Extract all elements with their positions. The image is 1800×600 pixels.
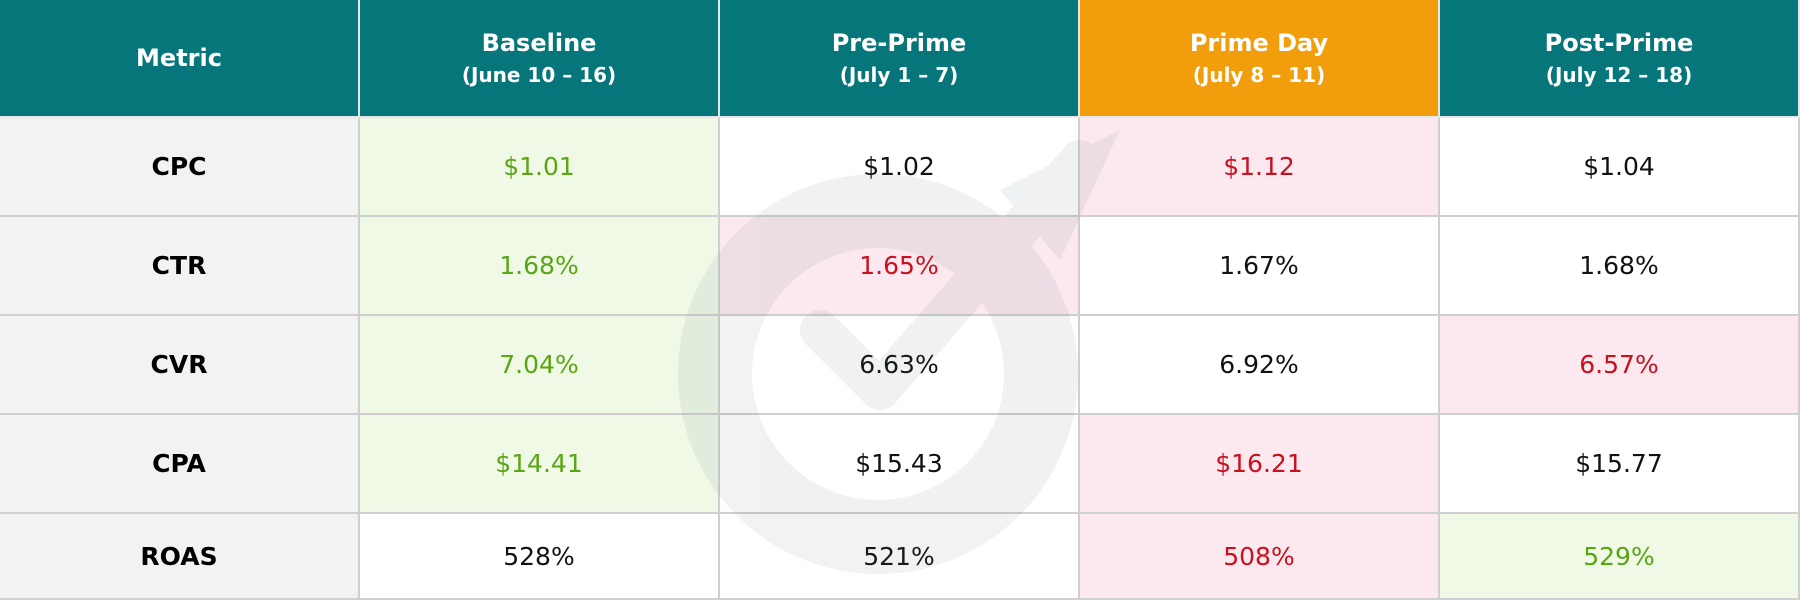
header-cell: Prime Day (July 8 – 11) bbox=[1080, 0, 1440, 118]
header-subtitle: (July 12 – 18) bbox=[1545, 63, 1693, 87]
value-cell: 6.57% bbox=[1440, 316, 1800, 415]
value-cell: $14.41 bbox=[360, 415, 720, 514]
value-cell: $16.21 bbox=[1080, 415, 1440, 514]
value-cell: 529% bbox=[1440, 514, 1800, 600]
metric-cell: CTR bbox=[0, 217, 360, 316]
metric-cell: CPA bbox=[0, 415, 360, 514]
value-cell: $1.04 bbox=[1440, 118, 1800, 217]
value-cell: 6.63% bbox=[720, 316, 1080, 415]
header-cell: Post-Prime (July 12 – 18) bbox=[1440, 0, 1800, 118]
header-cell: Baseline (June 10 – 16) bbox=[360, 0, 720, 118]
value-cell: $1.01 bbox=[360, 118, 720, 217]
header-subtitle: (July 1 – 7) bbox=[839, 63, 959, 87]
value-cell: $1.02 bbox=[720, 118, 1080, 217]
header-subtitle: (July 8 – 11) bbox=[1192, 63, 1326, 87]
value-cell: 1.65% bbox=[720, 217, 1080, 316]
value-cell: 521% bbox=[720, 514, 1080, 600]
metric-cell: CPC bbox=[0, 118, 360, 217]
value-cell: 6.92% bbox=[1080, 316, 1440, 415]
value-cell: $15.43 bbox=[720, 415, 1080, 514]
value-cell: $15.77 bbox=[1440, 415, 1800, 514]
metric-cell: CVR bbox=[0, 316, 360, 415]
value-cell: 1.67% bbox=[1080, 217, 1440, 316]
value-cell: 508% bbox=[1080, 514, 1440, 600]
value-cell: 7.04% bbox=[360, 316, 720, 415]
header-subtitle: (June 10 – 16) bbox=[461, 63, 617, 87]
header-title: Baseline bbox=[481, 29, 597, 57]
header-title: Pre-Prime bbox=[831, 29, 967, 57]
header-cell: Pre-Prime (July 1 – 7) bbox=[720, 0, 1080, 118]
value-cell: 1.68% bbox=[360, 217, 720, 316]
metric-cell: ROAS bbox=[0, 514, 360, 600]
value-cell: 528% bbox=[360, 514, 720, 600]
header-cell: Metric bbox=[0, 0, 360, 118]
header-title: Post-Prime bbox=[1544, 29, 1694, 57]
value-cell: $1.12 bbox=[1080, 118, 1440, 217]
header-title: Metric bbox=[136, 44, 222, 72]
header-title: Prime Day bbox=[1189, 29, 1329, 57]
value-cell: 1.68% bbox=[1440, 217, 1800, 316]
